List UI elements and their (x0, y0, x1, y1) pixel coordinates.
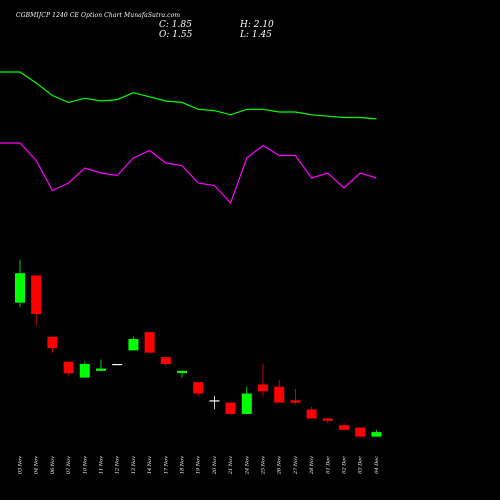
candle-body (128, 339, 139, 351)
x-tick-label: 03 Nov (18, 456, 24, 474)
candle-body (209, 400, 220, 402)
x-tick-label: 02 Dec (342, 456, 348, 474)
candle-07-nov (63, 361, 74, 376)
candle-body (193, 382, 204, 394)
candle-01-dec (322, 418, 333, 424)
x-tick-label: 03 Dec (358, 456, 364, 474)
x-tick-label: 24 Nov (244, 456, 250, 475)
candle-body (274, 386, 285, 403)
x-tick-label: 12 Nov (115, 456, 121, 474)
candle-body (177, 370, 187, 374)
chart-title: CGBMIJCP 1240 CE Option Chart MunafaSutr… (16, 12, 181, 19)
x-tick-label: 11 Nov (99, 456, 105, 474)
candle-06-nov (47, 336, 58, 353)
candle-25-nov (258, 363, 268, 396)
candle-12-nov (112, 363, 123, 366)
candle-body (79, 363, 90, 378)
candle-04-dec (371, 429, 382, 437)
candle-body (371, 432, 382, 437)
candle-11-nov (96, 359, 106, 371)
candle-body (144, 332, 155, 353)
x-tick-label: 27 Nov (293, 456, 299, 475)
candle-body (258, 384, 268, 392)
candle-18-nov (177, 370, 187, 378)
low-readout: L: 1.45 (240, 30, 272, 40)
candle-body (47, 336, 58, 349)
candle-03-nov (15, 259, 25, 308)
x-tick-label: 10 Nov (82, 456, 88, 474)
x-tick-label: 04 Nov (34, 456, 40, 474)
candle-body (355, 427, 366, 437)
x-tick-label: 26 Nov (277, 456, 283, 475)
candle-27-nov (290, 388, 301, 405)
x-tick-label: 17 Nov (163, 456, 169, 474)
candle-02-dec (339, 423, 349, 430)
candle-21-nov (225, 402, 236, 414)
x-tick-label: 14 Nov (147, 456, 153, 474)
candle-body (63, 361, 74, 374)
candle-body (339, 425, 349, 430)
candle-body (15, 273, 25, 303)
open-readout: O: 1.55 (159, 30, 193, 40)
x-tick-label: 13 Nov (131, 456, 137, 474)
x-tick-label: 06 Nov (50, 456, 56, 474)
x-tick-label: 19 Nov (196, 456, 202, 474)
candle-24-nov (241, 386, 252, 414)
x-tick-label: 21 Nov (228, 456, 234, 475)
candle-body (322, 418, 333, 421)
candle-body (31, 275, 42, 315)
candle-03-dec (355, 427, 366, 437)
x-tick-label: 18 Nov (180, 456, 186, 474)
candle-body (241, 393, 252, 414)
x-tick-label: 28 Nov (309, 456, 315, 475)
candle-20-nov (209, 395, 220, 410)
lower-indicator-line (0, 142, 377, 205)
candle-14-nov (144, 332, 155, 353)
candle-26-nov (274, 379, 285, 403)
x-tick-label: 07 Nov (66, 456, 72, 474)
candle-04-nov (31, 275, 42, 326)
candle-body (112, 363, 123, 366)
candle-17-nov (160, 357, 171, 367)
candle-10-nov (79, 361, 90, 378)
high-readout: H: 2.10 (240, 20, 274, 30)
x-tick-label: 01 Dec (325, 456, 331, 474)
candle-body (306, 409, 317, 419)
close-readout: C: 1.85 (159, 20, 192, 30)
candle-19-nov (193, 382, 204, 396)
candle-28-nov (306, 407, 317, 419)
upper-indicator-line (0, 71, 377, 120)
candle-body (225, 402, 236, 414)
x-tick-label: 20 Nov (212, 456, 218, 475)
x-tick-label: 25 Nov (261, 456, 267, 475)
candle-body (160, 357, 171, 364)
candle-13-nov (128, 336, 139, 351)
candle-body (96, 368, 106, 371)
candle-body (290, 400, 301, 403)
x-tick-label: 04 Dec (374, 456, 380, 474)
